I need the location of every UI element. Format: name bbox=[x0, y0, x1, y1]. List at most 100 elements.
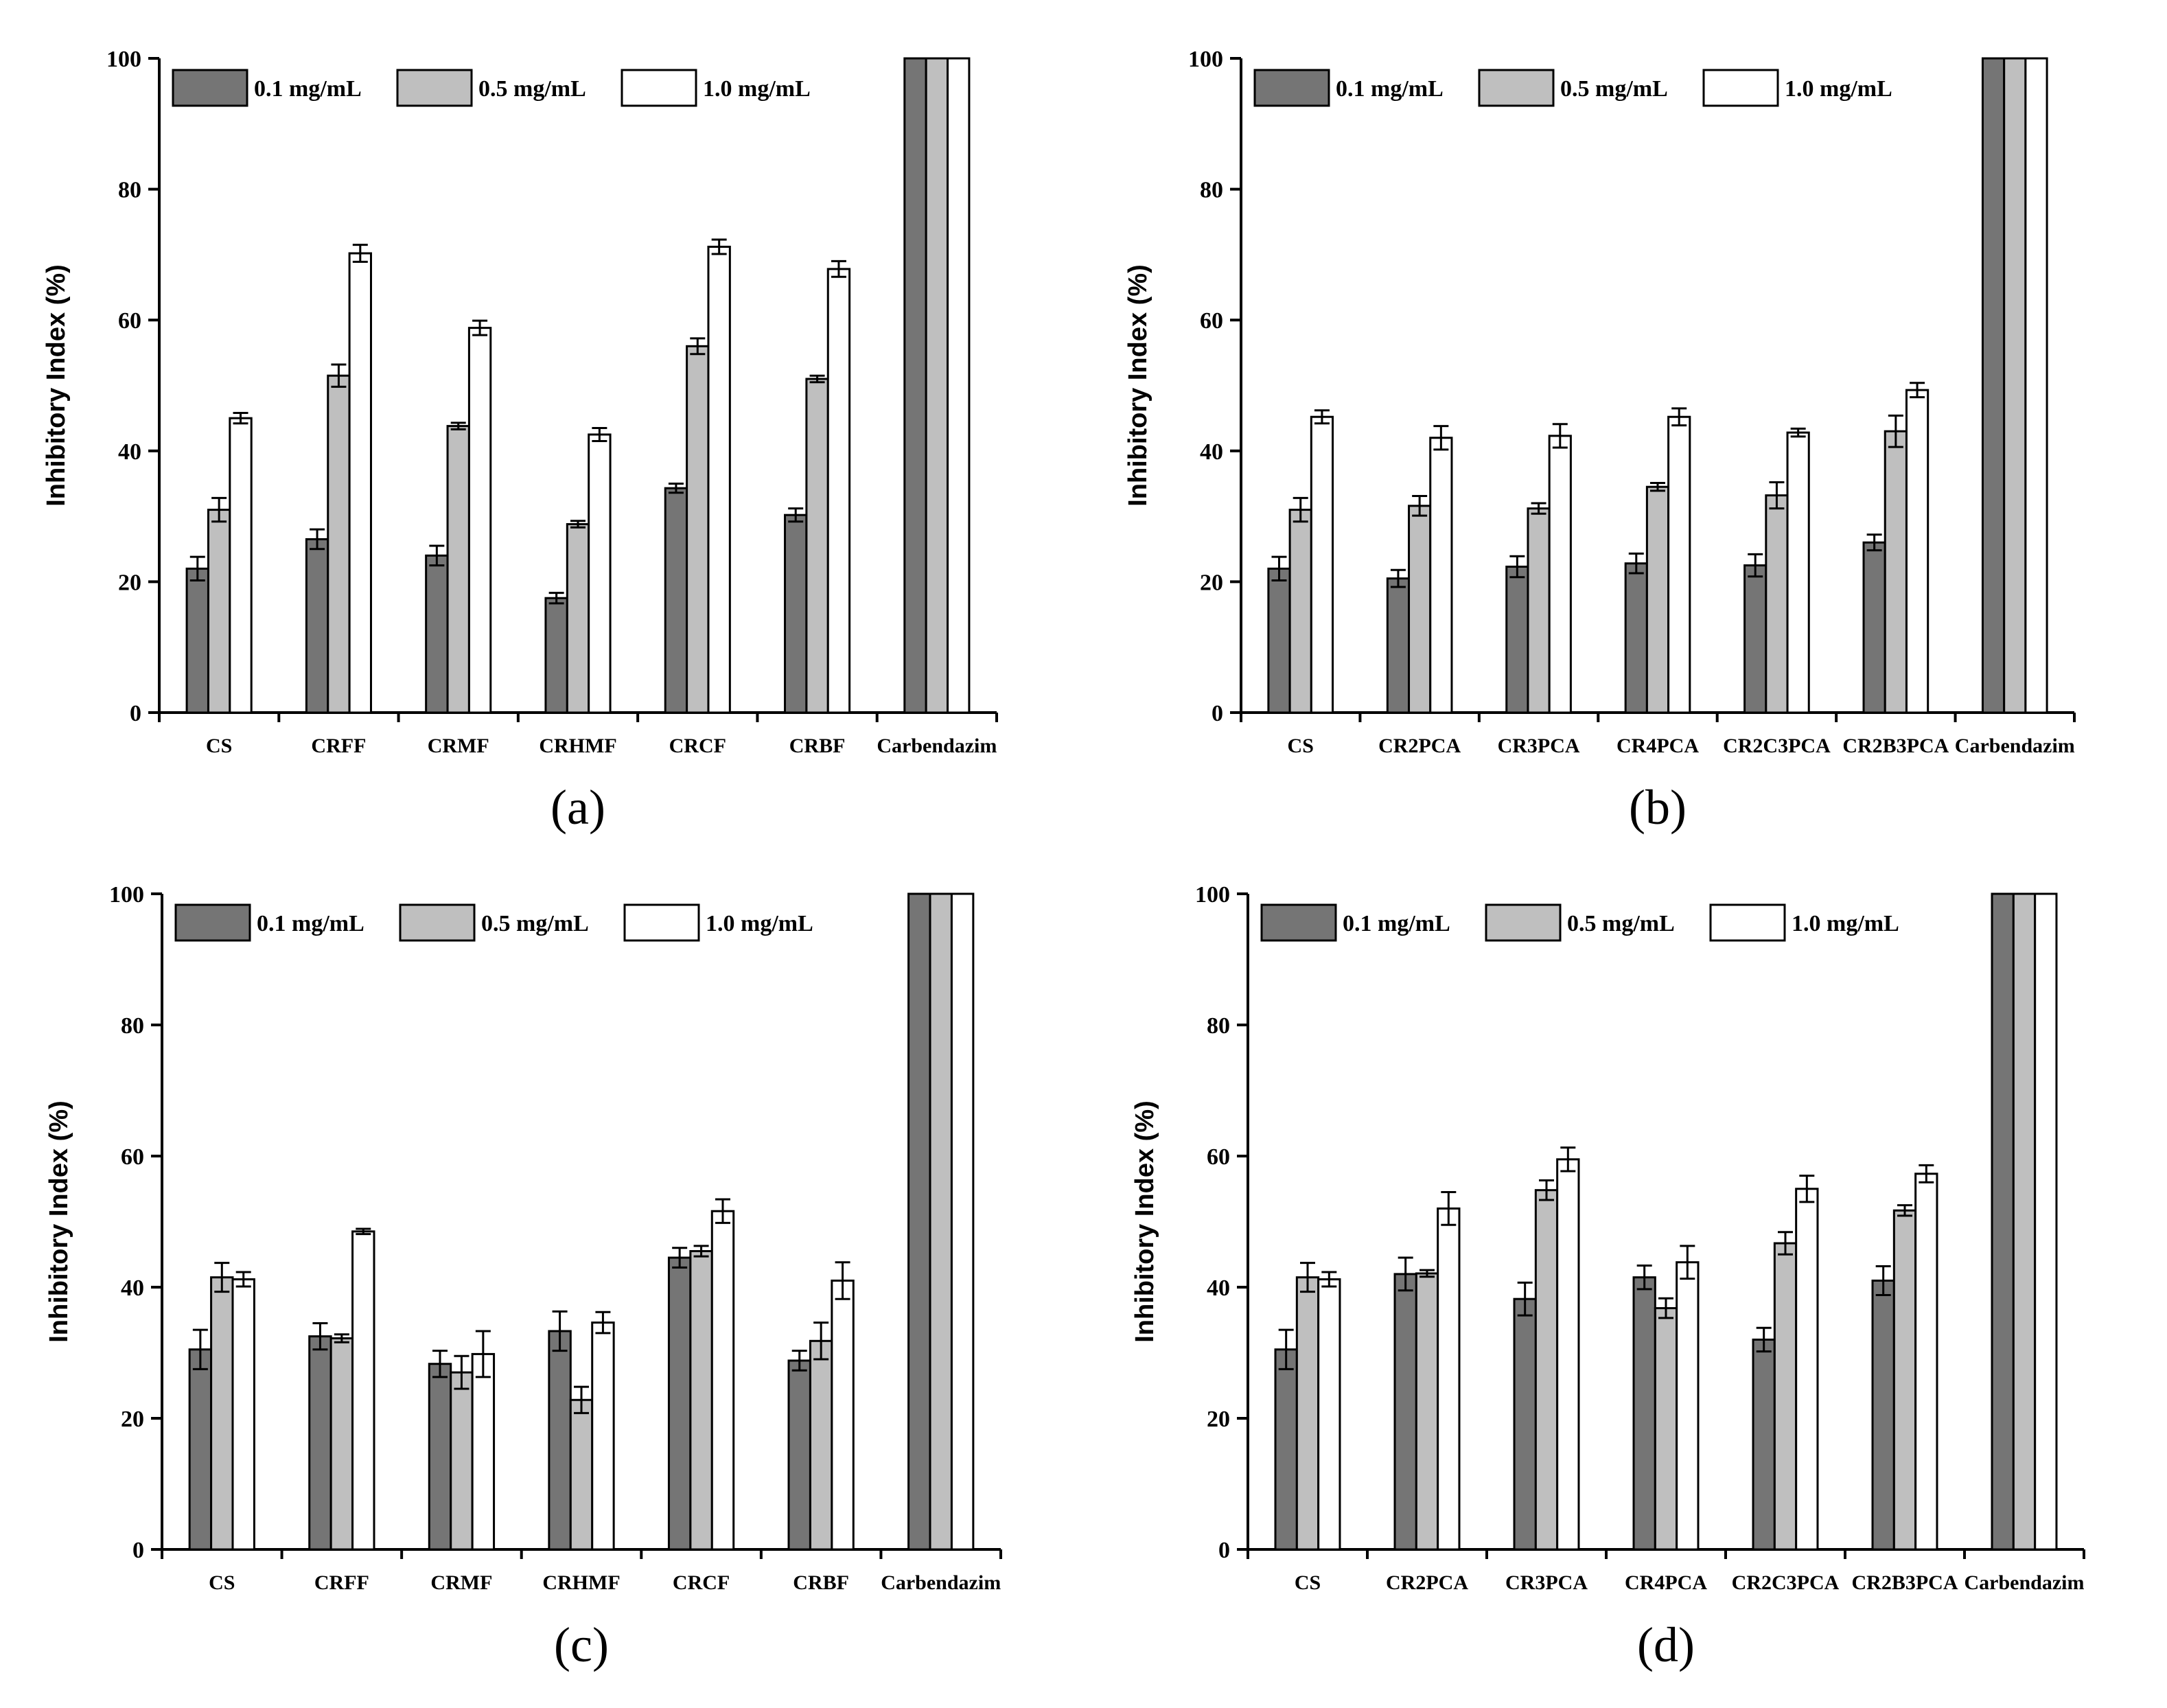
x-tick-label: CRCF bbox=[673, 1571, 730, 1594]
x-tick-label: CS bbox=[206, 735, 232, 757]
legend-label: 0.5 mg/mL bbox=[481, 911, 589, 936]
bar bbox=[950, 892, 975, 1551]
bar bbox=[327, 374, 351, 714]
x-tick-label: CR2C3PCA bbox=[1732, 1571, 1840, 1594]
bar bbox=[1408, 505, 1432, 714]
bar bbox=[566, 523, 590, 714]
y-tick-label: 80 bbox=[1200, 178, 1223, 203]
x-tick-label: CR3PCA bbox=[1505, 1571, 1588, 1594]
bar bbox=[1548, 435, 1572, 714]
x-tick-label: CRBF bbox=[793, 1571, 849, 1594]
bar bbox=[185, 567, 209, 714]
bar bbox=[591, 1322, 615, 1551]
y-axis-title: Inhibitory Index (%) bbox=[1131, 1100, 1159, 1343]
bar bbox=[210, 1276, 234, 1551]
bar bbox=[1765, 494, 1789, 714]
bar bbox=[207, 509, 231, 714]
x-tick-label: CRFF bbox=[314, 1571, 369, 1594]
bar bbox=[1274, 1348, 1298, 1551]
chart-panel-d: 0 20 40 60 80 100 Inhibitory Index (%) CS CR2PCA… bbox=[1131, 882, 2085, 1672]
bar bbox=[925, 57, 949, 714]
bar bbox=[329, 1337, 354, 1551]
panel-label: (b) bbox=[1629, 780, 1687, 835]
y-tick-label: 20 bbox=[1207, 1407, 1230, 1432]
legend-swatch bbox=[172, 69, 248, 107]
y-tick-label: 20 bbox=[121, 1407, 144, 1432]
legend-label: 0.5 mg/mL bbox=[1560, 76, 1668, 102]
bar bbox=[1310, 415, 1334, 714]
legend-swatch bbox=[399, 903, 476, 942]
bar bbox=[1317, 1278, 1341, 1551]
bar bbox=[689, 1249, 713, 1551]
bar bbox=[1429, 437, 1453, 714]
legend-swatch bbox=[623, 903, 700, 942]
bar bbox=[467, 327, 492, 714]
x-tick-label: Carbendazim bbox=[877, 735, 997, 757]
legend-label: 1.0 mg/mL bbox=[1792, 911, 1899, 936]
bar bbox=[1871, 1279, 1895, 1551]
bar bbox=[1884, 430, 1908, 714]
y-tick-label: 40 bbox=[118, 439, 141, 465]
x-tick-label: CRBF bbox=[789, 735, 846, 757]
x-tick-label: CR2B3PCA bbox=[1852, 1571, 1958, 1594]
y-tick-label: 100 bbox=[109, 882, 144, 908]
bar bbox=[1667, 415, 1691, 714]
bar bbox=[1288, 509, 1312, 714]
bar bbox=[667, 1256, 692, 1551]
bar bbox=[548, 1330, 572, 1551]
y-tick-label: 0 bbox=[130, 701, 141, 726]
bar bbox=[831, 1279, 855, 1551]
bar bbox=[809, 1339, 833, 1551]
x-tick-label: CR2PCA bbox=[1386, 1571, 1468, 1594]
bar bbox=[1393, 1273, 1417, 1551]
y-tick-label: 100 bbox=[1188, 47, 1223, 72]
bar bbox=[1914, 1173, 1938, 1551]
y-tick-label: 40 bbox=[1200, 439, 1223, 465]
x-tick-label: CR4PCA bbox=[1616, 735, 1699, 757]
bar bbox=[1386, 577, 1411, 714]
bar bbox=[305, 538, 329, 714]
chart-panel-a: 0 20 40 60 80 100 Inhibitory Index (%) CS CRFF CR… bbox=[42, 47, 998, 835]
x-tick-label: CR2B3PCA bbox=[1842, 735, 1949, 757]
x-tick-label: CS bbox=[209, 1571, 235, 1594]
legend-label: 1.0 mg/mL bbox=[706, 911, 813, 936]
bar bbox=[1654, 1307, 1678, 1551]
bar bbox=[231, 1278, 255, 1551]
legend-label: 0.1 mg/mL bbox=[1336, 76, 1444, 102]
chart-panel-c: 0 20 40 60 80 100 Inhibitory Index (%) CS CRFF CR… bbox=[45, 882, 1002, 1672]
bar bbox=[351, 1230, 375, 1551]
bar bbox=[929, 892, 953, 1551]
bar bbox=[229, 417, 253, 714]
x-tick-label: CRMF bbox=[428, 735, 489, 757]
bar bbox=[1795, 1188, 1819, 1551]
bar bbox=[1773, 1242, 1798, 1551]
bar bbox=[787, 1359, 811, 1551]
legend-swatch bbox=[1253, 69, 1330, 107]
bar bbox=[707, 245, 731, 714]
bar bbox=[1743, 564, 1768, 714]
bar bbox=[947, 57, 971, 714]
y-axis-title: Inhibitory Index (%) bbox=[45, 1100, 73, 1343]
panel-label: (d) bbox=[1637, 1617, 1695, 1672]
y-tick-label: 20 bbox=[1200, 570, 1223, 595]
bar bbox=[2003, 57, 2027, 714]
bar bbox=[1786, 431, 1810, 714]
legend-label: 0.5 mg/mL bbox=[1567, 911, 1675, 936]
legend-label: 0.1 mg/mL bbox=[254, 76, 362, 102]
bar bbox=[1645, 485, 1670, 714]
x-tick-label: CS bbox=[1295, 1571, 1321, 1594]
y-tick-label: 80 bbox=[118, 178, 141, 203]
bar bbox=[450, 1371, 474, 1551]
legend: 0.1 mg/mL 0.5 mg/mL 1.0 mg/mL bbox=[172, 69, 811, 107]
x-tick-label: CRHMF bbox=[539, 735, 616, 757]
y-axis-title: Inhibitory Index (%) bbox=[1124, 264, 1152, 507]
legend-swatch bbox=[1478, 69, 1555, 107]
x-tick-label: CRMF bbox=[430, 1571, 492, 1594]
bar bbox=[1892, 1209, 1917, 1551]
y-tick-label: 0 bbox=[1218, 1538, 1230, 1563]
legend-swatch bbox=[174, 903, 251, 942]
x-tick-label: Carbendazim bbox=[881, 1571, 1001, 1594]
y-tick-label: 0 bbox=[132, 1538, 144, 1563]
legend-swatch bbox=[1702, 69, 1779, 107]
